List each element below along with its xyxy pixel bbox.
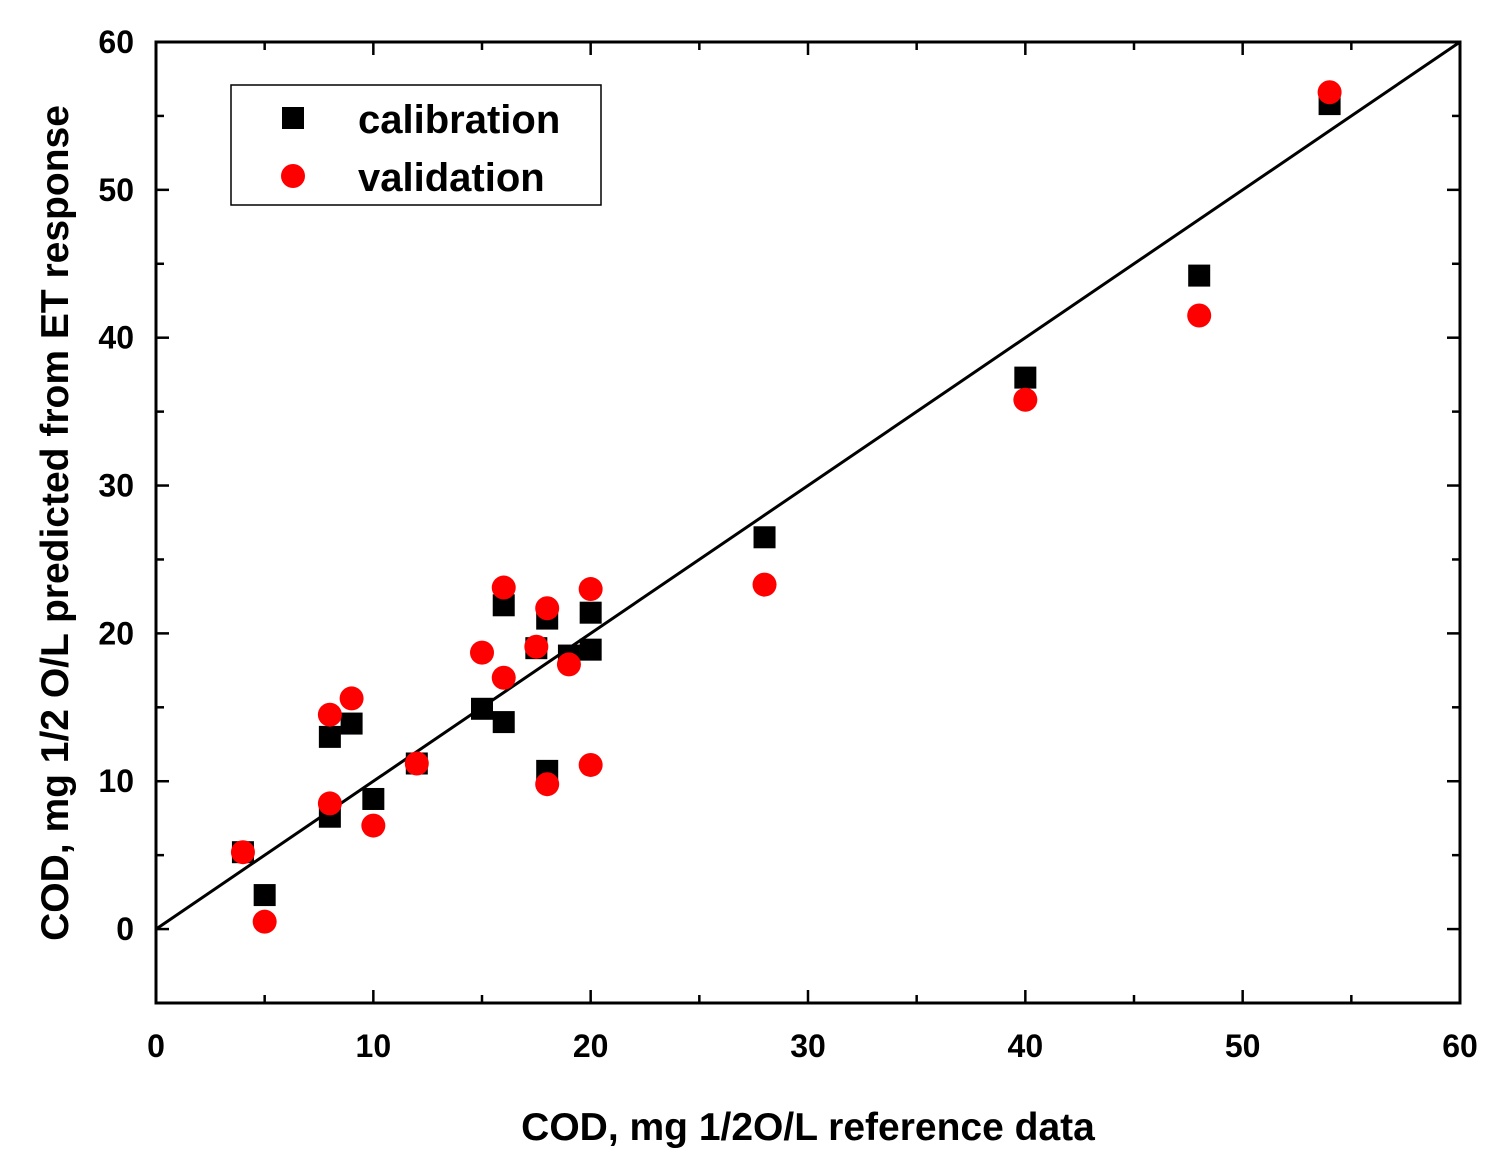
calibration-point — [253, 884, 276, 907]
calibration-point — [362, 787, 385, 810]
validation-point — [317, 791, 342, 816]
series-validation — [230, 80, 1342, 934]
validation-point — [317, 702, 342, 727]
y-tick-label: 20 — [98, 615, 134, 651]
series-calibration — [231, 93, 1341, 907]
reference-line — [155, 40, 1461, 931]
calibration-point — [471, 697, 493, 720]
data-points — [230, 80, 1342, 934]
legend-marker-calibration — [282, 107, 304, 129]
y-tick-label: 0 — [116, 911, 134, 947]
validation-point — [752, 572, 777, 597]
x-axis-title: COD, mg 1/2O/L reference data — [521, 1106, 1095, 1149]
y-tick-label: 40 — [98, 320, 134, 356]
calibration-point — [1188, 264, 1211, 287]
y-axis-title: COD, mg 1/2 O/L predicted from ET respon… — [34, 105, 77, 941]
y-tick-label: 10 — [98, 763, 134, 799]
validation-point — [1187, 303, 1212, 328]
calibration-point — [318, 725, 341, 748]
x-tick-label: 40 — [1008, 1028, 1044, 1064]
validation-point — [556, 652, 581, 677]
legend: calibration validation — [230, 84, 602, 206]
calibration-point — [1014, 366, 1037, 389]
calibration-point — [579, 638, 602, 661]
calibration-point — [579, 601, 602, 624]
validation-point — [535, 596, 560, 621]
validation-point — [491, 575, 516, 600]
validation-point — [578, 752, 603, 777]
validation-point — [535, 772, 560, 797]
x-tick-label: 60 — [1442, 1028, 1478, 1064]
x-tick-label: 10 — [356, 1028, 392, 1064]
calibration-point — [492, 594, 515, 617]
x-tick-label: 30 — [790, 1028, 826, 1064]
legend-label-calibration: calibration — [358, 98, 560, 142]
validation-point — [524, 634, 549, 659]
validation-point — [339, 686, 364, 711]
validation-point — [470, 640, 494, 665]
calibration-point — [340, 712, 363, 735]
validation-point — [404, 751, 429, 776]
axis-tick-labels: 0 10 20 30 40 50 60 0 10 20 30 40 50 60 — [98, 24, 1477, 1064]
validation-point — [230, 840, 255, 865]
x-tick-label: 0 — [147, 1028, 165, 1064]
validation-point — [1013, 387, 1038, 412]
validation-point — [361, 813, 386, 838]
y-tick-label: 50 — [98, 172, 134, 208]
y-tick-label: 60 — [98, 24, 134, 60]
validation-point — [491, 665, 516, 690]
legend-marker-validation — [281, 164, 305, 188]
validation-point — [1317, 80, 1342, 105]
calibration-point — [492, 711, 515, 734]
validation-point — [578, 577, 603, 602]
reference-line-group — [155, 40, 1461, 931]
x-tick-label: 20 — [573, 1028, 609, 1064]
validation-point — [252, 909, 277, 934]
y-tick-label: 30 — [98, 468, 134, 504]
legend-label-validation: validation — [358, 156, 545, 200]
calibration-point — [753, 526, 776, 549]
axis-ticks — [154, 40, 1462, 1005]
x-tick-label: 50 — [1225, 1028, 1261, 1064]
